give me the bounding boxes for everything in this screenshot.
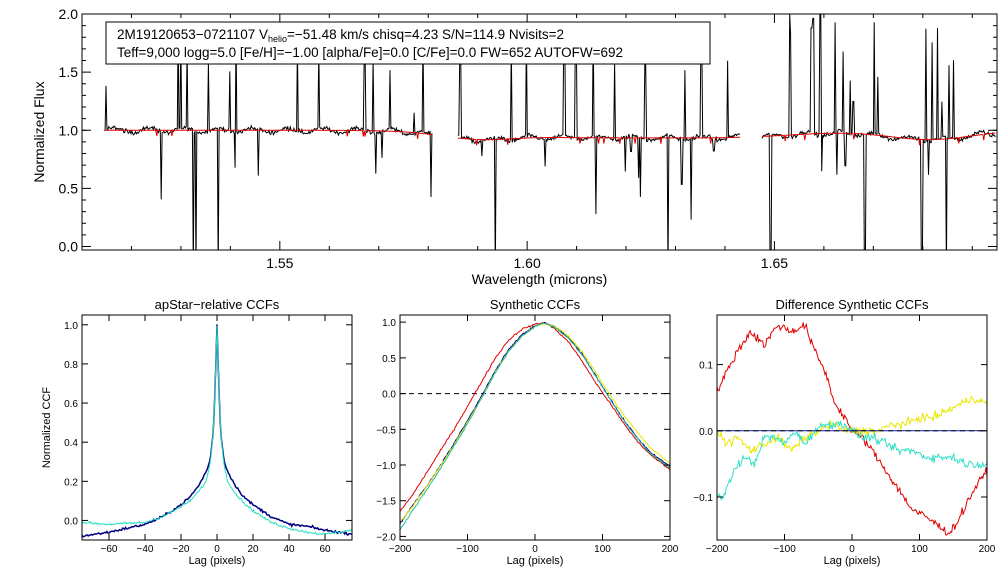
spectrum-model-line-chip-2 <box>457 136 741 146</box>
ccf-panel-2-series-visit-2 <box>400 322 670 512</box>
spectrum-annotation-line-2: Teff=9,000 logg=5.0 [Fe/H]=−1.00 [alpha/… <box>117 45 623 60</box>
ccf-panel-3-ytick-label: −0.1 <box>693 493 713 504</box>
ccf-panel-1-ytick-label: 0.6 <box>64 399 78 410</box>
ccf-panel-1-series-visit-2 <box>82 325 352 536</box>
ccf-panel-2-ytick-label: 1.0 <box>382 318 396 329</box>
spectrum-annotation-box <box>105 21 711 65</box>
ccf-panel-1-ytick-label: 0.8 <box>64 360 78 371</box>
ccf-panel-1-xtick-label: −60 <box>101 544 118 555</box>
ccf-panel-2-ytick-label: −2.0 <box>376 532 396 543</box>
spectrum-model-line-chip-3 <box>762 132 996 146</box>
ccf-panel-2-ytick-label: −0.5 <box>376 425 396 436</box>
ccf-panel-2-title: Synthetic CCFs <box>490 297 581 312</box>
ccf-panel-1-xtick-label: 0 <box>214 544 220 555</box>
ccf-panel-3-xtick-label: 200 <box>979 544 996 555</box>
spectrum-ylabel: Normalized Flux <box>31 81 47 182</box>
ccf-panel-2-series-visit-4 <box>400 322 670 530</box>
ccf-panel-3-xtick-label: −100 <box>773 544 796 555</box>
ccf-panel-2-ytick-label: −1.5 <box>376 497 396 508</box>
spectrum-annotation-line-1: 2M19120653−0721107 Vhelio=−51.48 km/s ch… <box>117 27 564 44</box>
ccf-panel-2-ytick-label: −1.0 <box>376 461 396 472</box>
ccf-panel-1-ytick-label: 0.4 <box>64 438 78 449</box>
ccf-panel-1-xtick-label: 40 <box>283 544 295 555</box>
ccf-panel-1-ylabel: Normalized CCF <box>41 387 53 469</box>
ccf-panel-2-xlabel: Lag (pixels) <box>507 555 564 567</box>
ccf-panel-3-ytick-label: 0.0 <box>699 427 713 438</box>
ccf-panel-3-title: Difference Synthetic CCFs <box>776 297 929 312</box>
spectrum-ytick-label: 1.5 <box>59 64 79 80</box>
ccf-panel-2-ytick-label: 0.5 <box>382 354 396 365</box>
ccf-panel-2-plot-area <box>400 321 670 530</box>
ccf-panel-2-xtick-label: 200 <box>662 544 679 555</box>
ccf-panel-2-xtick-label: 100 <box>594 544 611 555</box>
spectrum-observed-line-chip-2 <box>457 26 741 250</box>
ccf-panel-3-xtick-label: −200 <box>706 544 729 555</box>
ccf-panel-1-xtick-label: −40 <box>137 544 154 555</box>
spectrum-xtick-label: 1.65 <box>761 255 788 271</box>
ccf-panel-3-xtick-label: 0 <box>849 544 855 555</box>
spectrum-ytick-label: 0.5 <box>59 180 79 196</box>
ccf-panel-3-xlabel: Lag (pixels) <box>824 555 881 567</box>
ccf-panel-3-plot-area <box>717 322 987 536</box>
spectrum-model-line-chip-1 <box>104 129 432 139</box>
ccf-panel-1-title: apStar−relative CCFs <box>155 297 280 312</box>
ccf-panel-1-plot-area <box>82 324 352 538</box>
ccf-panel-1-xtick-label: 60 <box>319 544 331 555</box>
ccf-panel-1-series-visit-1 <box>82 324 352 538</box>
ccf-panel-2-ytick-label: 0.0 <box>382 390 396 401</box>
spectrum-ytick-label: 1.0 <box>59 122 79 138</box>
ccf-panel-2-series-visit-1 <box>400 321 670 525</box>
ccf-panel-3-xtick-label: 100 <box>911 544 928 555</box>
ccf-panel-1-xtick-label: −20 <box>173 544 190 555</box>
ccf-panel-1-ytick-label: 0.2 <box>64 477 78 488</box>
ccf-panel-2-xtick-label: −100 <box>456 544 479 555</box>
ccf-panel-1-ytick-label: 0.0 <box>64 516 78 527</box>
spectrum-observed-line-chip-3 <box>761 14 996 250</box>
ccf-panel-3-ytick-label: 0.1 <box>699 361 713 372</box>
ccf-panel-2-xtick-label: 0 <box>532 544 538 555</box>
spectrum-xtick-label: 1.60 <box>514 255 541 271</box>
spectrum-ytick-label: 0.0 <box>59 239 79 255</box>
spectrum-axes <box>81 13 998 251</box>
spectrum-ytick-label: 2.0 <box>59 6 79 22</box>
ccf-panel-1-xtick-label: 20 <box>247 544 259 555</box>
ccf-panel-1-ytick-label: 1.0 <box>64 321 78 332</box>
spectrum-xlabel: Wavelength (microns) <box>472 271 608 287</box>
ccf-panel-2-xtick-label: −200 <box>389 544 412 555</box>
spectrum-plot-area <box>104 14 996 250</box>
ccf-panel-1-xlabel: Lag (pixels) <box>189 555 246 567</box>
spectrum-observed-line-chip-1 <box>104 23 433 250</box>
ccf-panel-2-series-visit-3 <box>400 323 670 522</box>
ccf-panel-3-series-cyan <box>717 420 987 501</box>
ccf-panel-3-series-yellow <box>717 394 987 454</box>
spectrum-xtick-label: 1.55 <box>266 255 293 271</box>
